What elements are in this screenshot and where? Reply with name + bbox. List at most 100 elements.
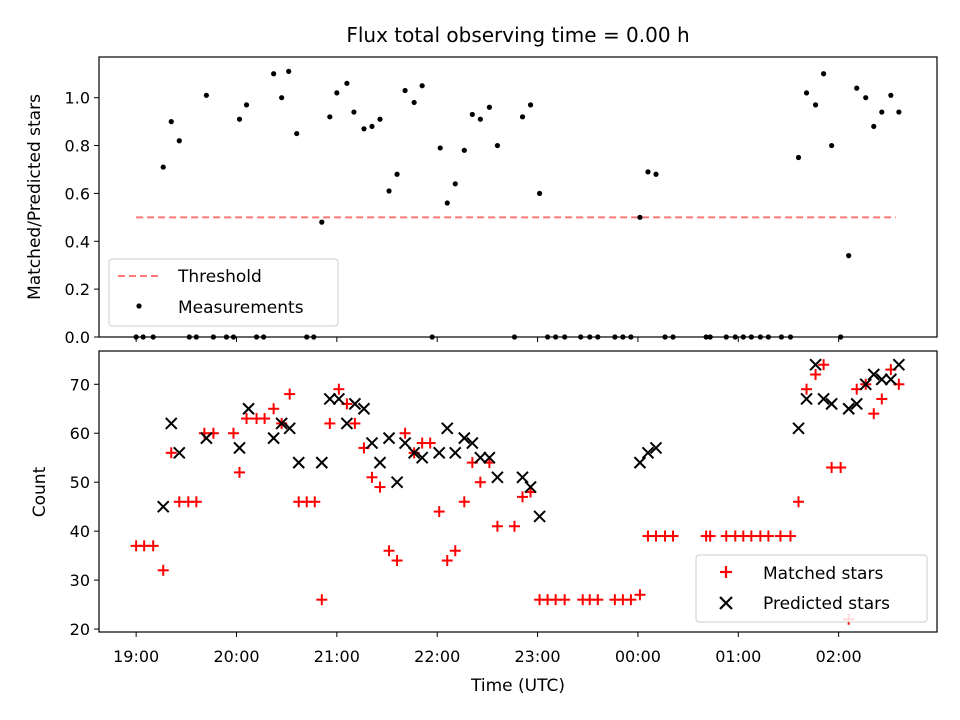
predicted-star-point xyxy=(267,431,280,445)
top-y-tick-label: 1.0 xyxy=(65,89,90,108)
bottom-x-tick-label: 22:00 xyxy=(414,647,460,666)
bottom-x-axis: 19:00 20:00 21:00 22:00 23:00 00:00 01:00 02:00 xyxy=(113,632,862,666)
matched-star-point xyxy=(559,594,571,606)
top-y-tick-label: 0.0 xyxy=(65,328,90,347)
measurement-point xyxy=(637,214,643,220)
measurement-point xyxy=(386,188,392,194)
predicted-star-point xyxy=(458,431,471,445)
predicted-star-point xyxy=(357,402,371,415)
measurement-point xyxy=(829,142,835,149)
bottom-y-tick-label: 40 xyxy=(70,522,90,541)
matched-star-point xyxy=(165,447,177,459)
predicted-star-point xyxy=(449,446,462,460)
measurement-point xyxy=(740,334,746,340)
matched-star-point xyxy=(868,408,880,420)
matched-stars-legend-label: Matched stars xyxy=(763,564,883,584)
measurements-layer xyxy=(133,68,902,340)
measurement-point xyxy=(846,253,852,259)
matched-star-point xyxy=(424,437,436,449)
measurement-point xyxy=(279,95,285,101)
matched-star-point xyxy=(801,383,813,395)
measurement-point xyxy=(871,123,877,130)
matched-star-point xyxy=(810,368,822,380)
top-y-axis-label: Matched/Predicted stars xyxy=(25,94,45,300)
predicted-star-point xyxy=(533,510,546,523)
bottom-x-tick-label: 23:00 xyxy=(515,647,561,666)
predicted-star-point xyxy=(348,397,362,411)
measurement-point xyxy=(444,200,450,206)
matched-star-point xyxy=(259,413,271,425)
top-y-tick-label: 0.4 xyxy=(65,232,90,251)
matched-star-point xyxy=(449,545,461,557)
measurement-point xyxy=(863,95,869,101)
bottom-x-axis-label: Time (UTC) xyxy=(470,676,565,696)
measurement-point xyxy=(838,334,844,340)
matched-star-point xyxy=(207,427,219,439)
measurements-legend-swatch xyxy=(136,303,142,309)
matched-star-point xyxy=(818,359,830,371)
top-y-axis: 0.0 0.2 0.4 0.6 0.8 1.0 xyxy=(65,89,99,347)
matched-star-point xyxy=(227,427,239,439)
predicted-star-point xyxy=(233,441,246,455)
bottom-y-tick-label: 30 xyxy=(70,571,90,590)
matched-star-point xyxy=(391,555,403,567)
predicted-star-point xyxy=(173,446,186,460)
predicted-star-point xyxy=(809,358,822,371)
measurement-point xyxy=(562,334,568,340)
matched-star-point xyxy=(268,403,280,415)
matched-star-point xyxy=(793,496,805,508)
measurement-point xyxy=(494,142,501,149)
predicted-star-point xyxy=(884,373,898,386)
matched-star-point xyxy=(433,506,445,518)
predicted-star-point xyxy=(441,422,454,435)
measurement-point xyxy=(394,171,400,177)
bottom-y-axis-label: Count xyxy=(30,466,50,517)
matched-star-point xyxy=(333,383,345,395)
predicted-star-point xyxy=(825,397,838,411)
matched-stars-legend-swatch xyxy=(720,566,732,578)
matched-star-point xyxy=(835,462,847,474)
measurement-point xyxy=(210,334,217,340)
predicted-star-point xyxy=(165,417,178,430)
predicted-star-point xyxy=(491,471,504,484)
bottom-x-tick-label: 19:00 xyxy=(113,647,159,666)
matched-star-point xyxy=(234,466,246,478)
top-y-tick-label: 0.2 xyxy=(65,280,90,299)
measurement-point xyxy=(612,334,618,340)
top-y-tick-label: 0.6 xyxy=(65,184,90,203)
measurement-point xyxy=(304,334,310,340)
bottom-plot-area: 20 30 40 50 60 70 19:00 20:00 21:00 22:00 23:00 00… xyxy=(70,350,938,666)
measurement-point xyxy=(477,116,483,122)
matched-star-point xyxy=(157,564,169,576)
predicted-star-point xyxy=(474,451,487,464)
measurement-point xyxy=(253,334,260,340)
matched-star-point xyxy=(774,530,786,542)
measurement-point xyxy=(527,102,534,108)
matched-star-point xyxy=(517,491,529,503)
top-chart-title: Flux total observing time = 0.00 h xyxy=(346,23,689,47)
measurement-point xyxy=(519,114,526,120)
measurement-point xyxy=(820,71,827,77)
measurement-point xyxy=(595,334,601,340)
measurement-point xyxy=(429,334,435,340)
measurement-point xyxy=(461,147,467,153)
matched-star-point xyxy=(349,417,361,429)
measurement-point xyxy=(344,80,350,86)
predicted-star-point xyxy=(398,436,412,450)
measurement-point xyxy=(294,130,300,137)
matched-star-point xyxy=(491,520,503,532)
measurement-point xyxy=(411,99,417,106)
measurement-point xyxy=(757,334,763,340)
matched-star-point xyxy=(704,530,716,542)
predicted-star-point xyxy=(283,422,296,435)
predicted-star-point xyxy=(633,456,647,469)
measurement-point xyxy=(879,109,885,115)
matched-star-point xyxy=(474,476,486,488)
predicted-star-point xyxy=(200,431,213,445)
bottom-legend-box xyxy=(695,554,928,623)
measurement-point xyxy=(140,334,146,340)
predicted-star-point xyxy=(292,456,305,469)
bottom-y-tick-label: 70 xyxy=(70,375,90,394)
measurement-point xyxy=(402,87,408,94)
